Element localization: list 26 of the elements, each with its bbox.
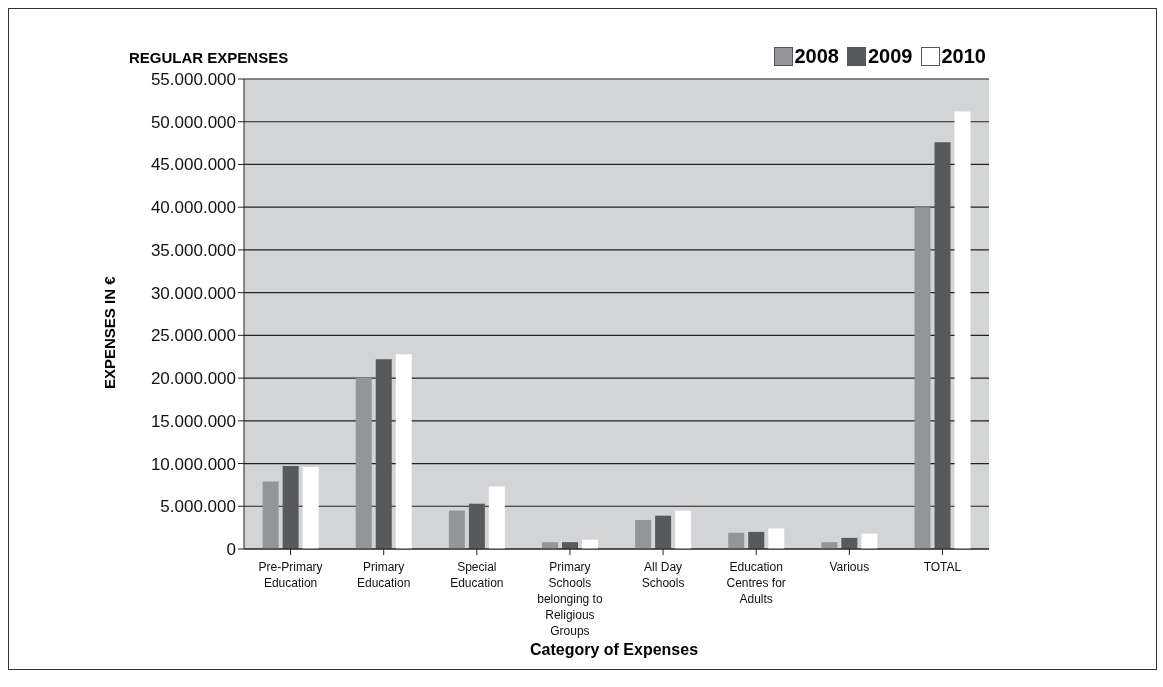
- y-tick-label: 20.000.000: [150, 369, 236, 389]
- y-tick-label: 45.000.000: [150, 155, 236, 175]
- y-axis-title: EXPENSES IN €: [101, 276, 118, 389]
- x-tick-label: Pre-Primary Education: [258, 560, 323, 590]
- x-tick-label: All Day Schools: [641, 560, 685, 590]
- x-tick-label: TOTAL: [923, 560, 962, 574]
- x-tick-label: Primary Education: [357, 560, 411, 590]
- y-tick-label: 10.000.000: [150, 454, 236, 474]
- y-tick-label: 25.000.000: [150, 326, 236, 346]
- x-tick-label: Primary Schools belonging to Religious Groups: [537, 560, 603, 638]
- y-tick-label: 50.000.000: [150, 112, 236, 132]
- y-tick-label: 30.000.000: [150, 283, 236, 303]
- legend-label: 2008: [794, 45, 839, 68]
- legend-label: 2010: [941, 45, 986, 68]
- x-tick-label: Education Centres for Adults: [726, 560, 786, 606]
- x-tick-label: Various: [829, 560, 870, 574]
- y-tick-label: 0: [226, 540, 236, 560]
- y-tick-label: 5.000.000: [160, 497, 236, 517]
- x-axis-title: Category of Expenses: [528, 641, 700, 659]
- y-tick-label: 55.000.000: [150, 70, 236, 90]
- y-tick-label: 40.000.000: [150, 198, 236, 218]
- y-tick-label: 35.000.000: [150, 240, 236, 260]
- x-tick-label: Special Education: [450, 560, 504, 590]
- legend-label: 2009: [868, 45, 913, 68]
- y-tick-label: 15.000.000: [150, 411, 236, 431]
- chart-title: REGULAR EXPENSES: [129, 49, 289, 66]
